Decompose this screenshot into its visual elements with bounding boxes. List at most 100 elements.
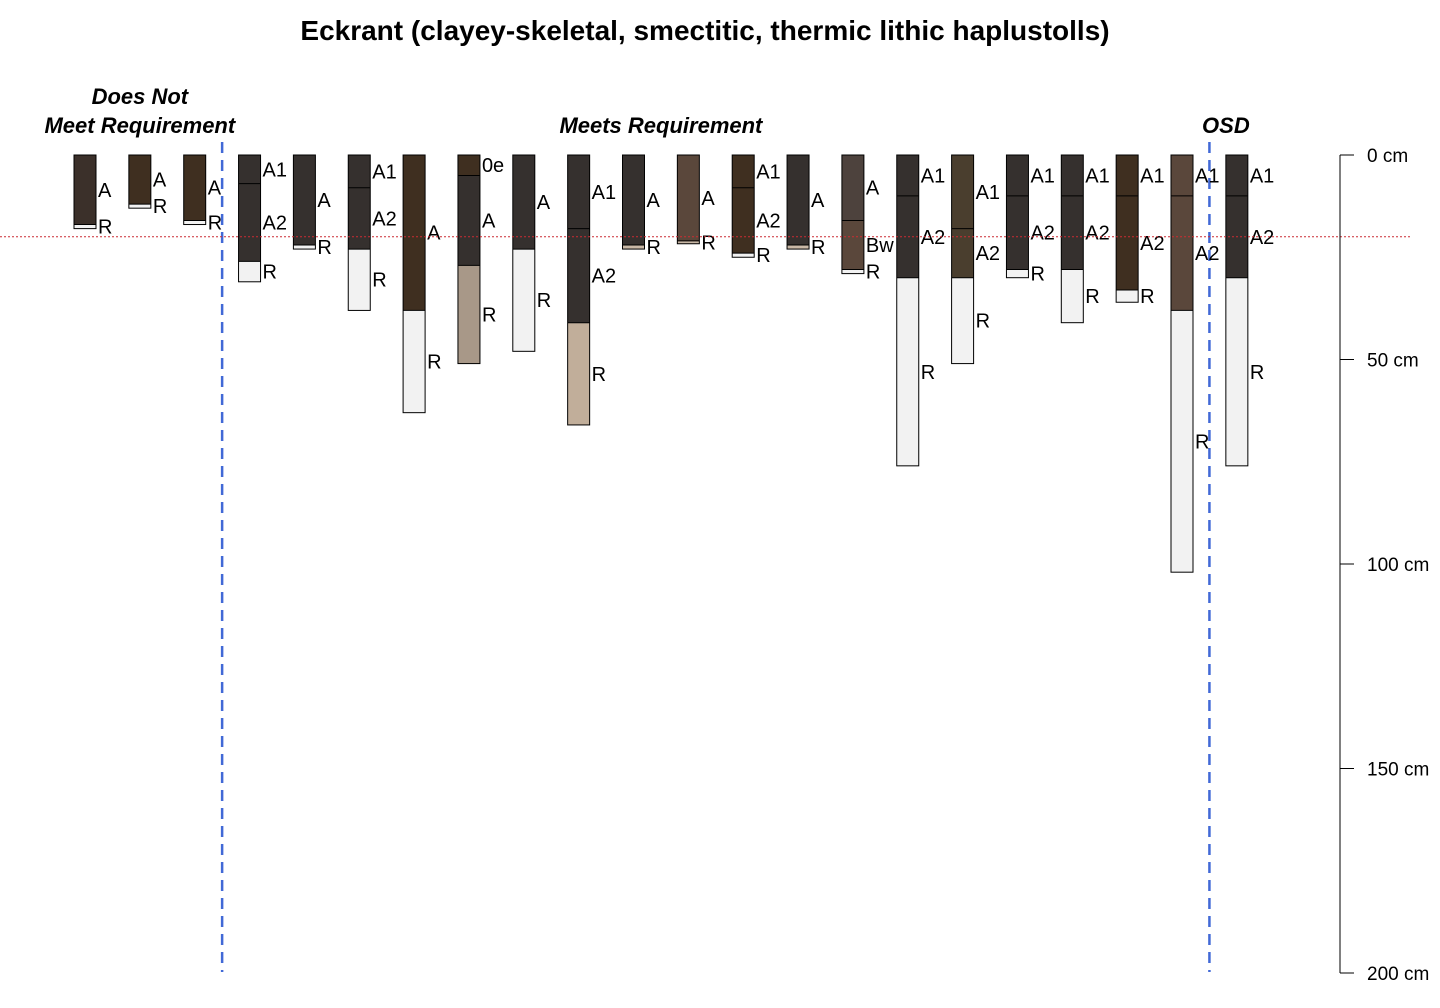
horizon-block [1006,269,1029,278]
depth-axis-tick-label: 150 cm [1367,760,1429,781]
horizon-block [951,228,974,278]
soil-profile: A1 A2 R [1225,154,1274,467]
horizon-block [293,244,316,250]
horizon-block [1061,269,1084,323]
horizon-block [622,155,645,245]
horizon-block [403,310,426,413]
horizon-label: A [98,180,112,202]
horizon-label: A [482,210,496,232]
horizon-block [183,155,206,221]
horizon-label: A2 [921,227,945,249]
horizon-label: R [1030,264,1044,286]
horizon-label: A1 [756,161,780,183]
horizon-block [1116,195,1139,290]
horizon-block [348,249,371,311]
horizon-block [348,187,371,250]
horizon-block [457,155,480,176]
horizon-block [841,155,864,221]
horizon-block [896,277,919,466]
horizon-block [677,155,700,241]
horizon-block [128,155,151,205]
horizon-label: A2 [1140,233,1164,255]
horizon-block [1006,195,1029,270]
horizon-label: A1 [592,182,616,204]
horizon-block [677,240,700,244]
horizon-block [348,155,371,188]
horizon-block [1116,289,1139,303]
depth-axis-tick-label: 50 cm [1367,351,1419,372]
profile-outline [1005,154,1029,279]
soil-profile: AR [676,154,716,254]
profile-outline [622,154,645,250]
soil-profile: AR [73,154,112,239]
horizon-label: R [482,305,496,327]
horizon-label: R [372,270,386,292]
horizon-block [238,183,261,262]
horizon-label: R [592,364,606,386]
horizon-block [1171,155,1193,196]
group-label: OSD [1202,113,1250,138]
horizon-label: R [921,362,935,384]
horizon-block [238,261,261,282]
horizon-block [896,155,919,196]
horizon-label: A2 [263,212,287,234]
profile-outline [676,154,700,245]
soil-profile: A1 A2 R [1170,154,1219,573]
horizon-label: R [317,237,331,259]
horizon-block [1225,155,1248,196]
soil-profile: A1 A2 R [896,154,945,467]
soil-profile: 0e A R [457,154,504,365]
horizon-block [732,155,755,188]
horizon-block [841,220,864,270]
soil-profile: AR [292,154,332,259]
soil-profile: A Bw R [841,154,894,284]
profile-outline [896,154,920,467]
horizon-label: R [153,196,167,218]
profile-outline [951,154,975,365]
soil-profile: A1 A2 R [1005,154,1055,286]
horizon-block [1171,195,1193,311]
horizon-label: A [537,192,551,214]
soil-profile: A1 A2 R [951,154,1000,365]
group-labels: Does Not Meet Requirement Meets Requiremen… [44,84,1249,138]
soil-profile: A1 A2 R [567,154,616,426]
horizon-label: R [976,311,990,333]
soil-profile: AR [128,154,167,218]
horizon-block [293,155,316,245]
profile-outline [292,154,316,250]
profile-outline [512,154,536,352]
profile-outline [238,154,262,283]
horizon-label: 0e [482,155,504,177]
horizon-label: A2 [1195,243,1219,265]
horizon-label: A [866,178,880,200]
profile-outline [347,154,371,311]
horizon-block [1171,310,1193,573]
horizon-label: A1 [1195,165,1219,187]
horizon-label: R [263,262,277,284]
horizon-label: Bw [866,235,894,257]
profile-outline [128,154,152,209]
horizon-block [183,220,206,225]
soil-profile: A1 A2 R [1060,154,1110,324]
horizon-label: R [98,217,112,239]
horizon-block [787,244,810,250]
horizon-label: A [811,190,825,212]
horizon-label: A1 [921,165,945,187]
profile-outline [402,154,426,414]
soil-profile: A1 A2 R [731,154,781,267]
horizon-block [1116,155,1139,196]
horizon-label: R [208,212,222,234]
horizon-block [403,155,426,311]
horizon-label: A2 [372,208,396,230]
depth-axis: 0 cm 50 cm 100 cm 150 cm 200 cm [1339,146,1429,985]
horizon-label: A1 [263,159,287,181]
soil-profile: AR [183,154,222,234]
horizon-label: R [647,237,661,259]
depth-axis-tick-label: 0 cm [1367,146,1408,167]
soil-profile: AR [622,154,661,259]
profile-outline [841,154,865,275]
horizon-label: R [811,237,825,259]
horizon-label: R [1140,286,1154,308]
group-label: Meets Requirement [559,113,764,138]
